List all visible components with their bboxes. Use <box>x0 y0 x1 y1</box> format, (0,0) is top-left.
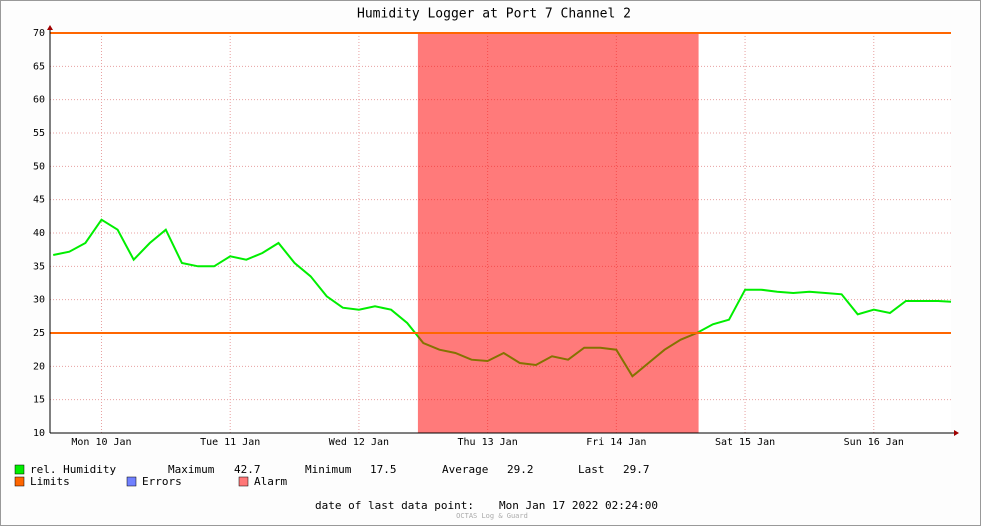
y-tick-label: 40 <box>33 228 45 239</box>
y-tick-label: 50 <box>33 161 45 172</box>
footer-label: date of last data point: <box>315 499 474 512</box>
y-tick-label: 55 <box>33 128 45 139</box>
legend-swatch <box>14 476 25 487</box>
y-tick-label: 20 <box>33 361 45 372</box>
x-tick-label: Mon 10 Jan <box>71 437 131 448</box>
stat-value: 29.2 <box>507 463 534 476</box>
legend-label: Errors <box>142 475 182 488</box>
stat-value: 29.7 <box>623 463 650 476</box>
x-tick-label: Thu 13 Jan <box>458 437 518 448</box>
y-tick-label: 10 <box>33 428 45 439</box>
x-tick-label: Fri 14 Jan <box>586 437 646 448</box>
stat-label: Minimum <box>305 463 352 476</box>
footer-value: Mon Jan 17 2022 02:24:00 <box>499 499 658 512</box>
x-tick-label: Sun 16 Jan <box>844 437 904 448</box>
y-tick-label: 30 <box>33 295 45 306</box>
legend-label: Alarm <box>254 475 287 488</box>
stat-label: Average <box>442 463 488 476</box>
stat-value: 42.7 <box>234 463 261 476</box>
legend-label: rel. Humidity <box>30 463 116 476</box>
legend-swatch <box>14 464 25 475</box>
y-tick-label: 45 <box>33 195 45 206</box>
x-axis-arrow <box>954 430 959 436</box>
legend-label: Limits <box>30 475 70 488</box>
chart-title: Humidity Logger at Port 7 Channel 2 <box>357 7 631 22</box>
y-axis-arrow <box>47 25 53 30</box>
y-tick-label: 60 <box>33 95 45 106</box>
y-tick-label: 65 <box>33 61 45 72</box>
x-tick-label: Tue 11 Jan <box>200 437 260 448</box>
y-tick-label: 15 <box>33 395 45 406</box>
alarm-span <box>417 33 699 433</box>
y-tick-label: 70 <box>33 28 45 39</box>
watermark: OCTAS Log & Guard <box>456 512 528 520</box>
legend-swatch <box>238 476 249 487</box>
stat-value: 17.5 <box>370 463 397 476</box>
x-tick-label: Sat 15 Jan <box>715 437 775 448</box>
y-tick-label: 35 <box>33 261 45 272</box>
stat-label: Last <box>578 463 605 476</box>
legend-swatch <box>126 476 137 487</box>
stat-label: Maximum <box>168 463 215 476</box>
x-tick-label: Wed 12 Jan <box>329 437 389 448</box>
y-tick-label: 25 <box>33 328 45 339</box>
